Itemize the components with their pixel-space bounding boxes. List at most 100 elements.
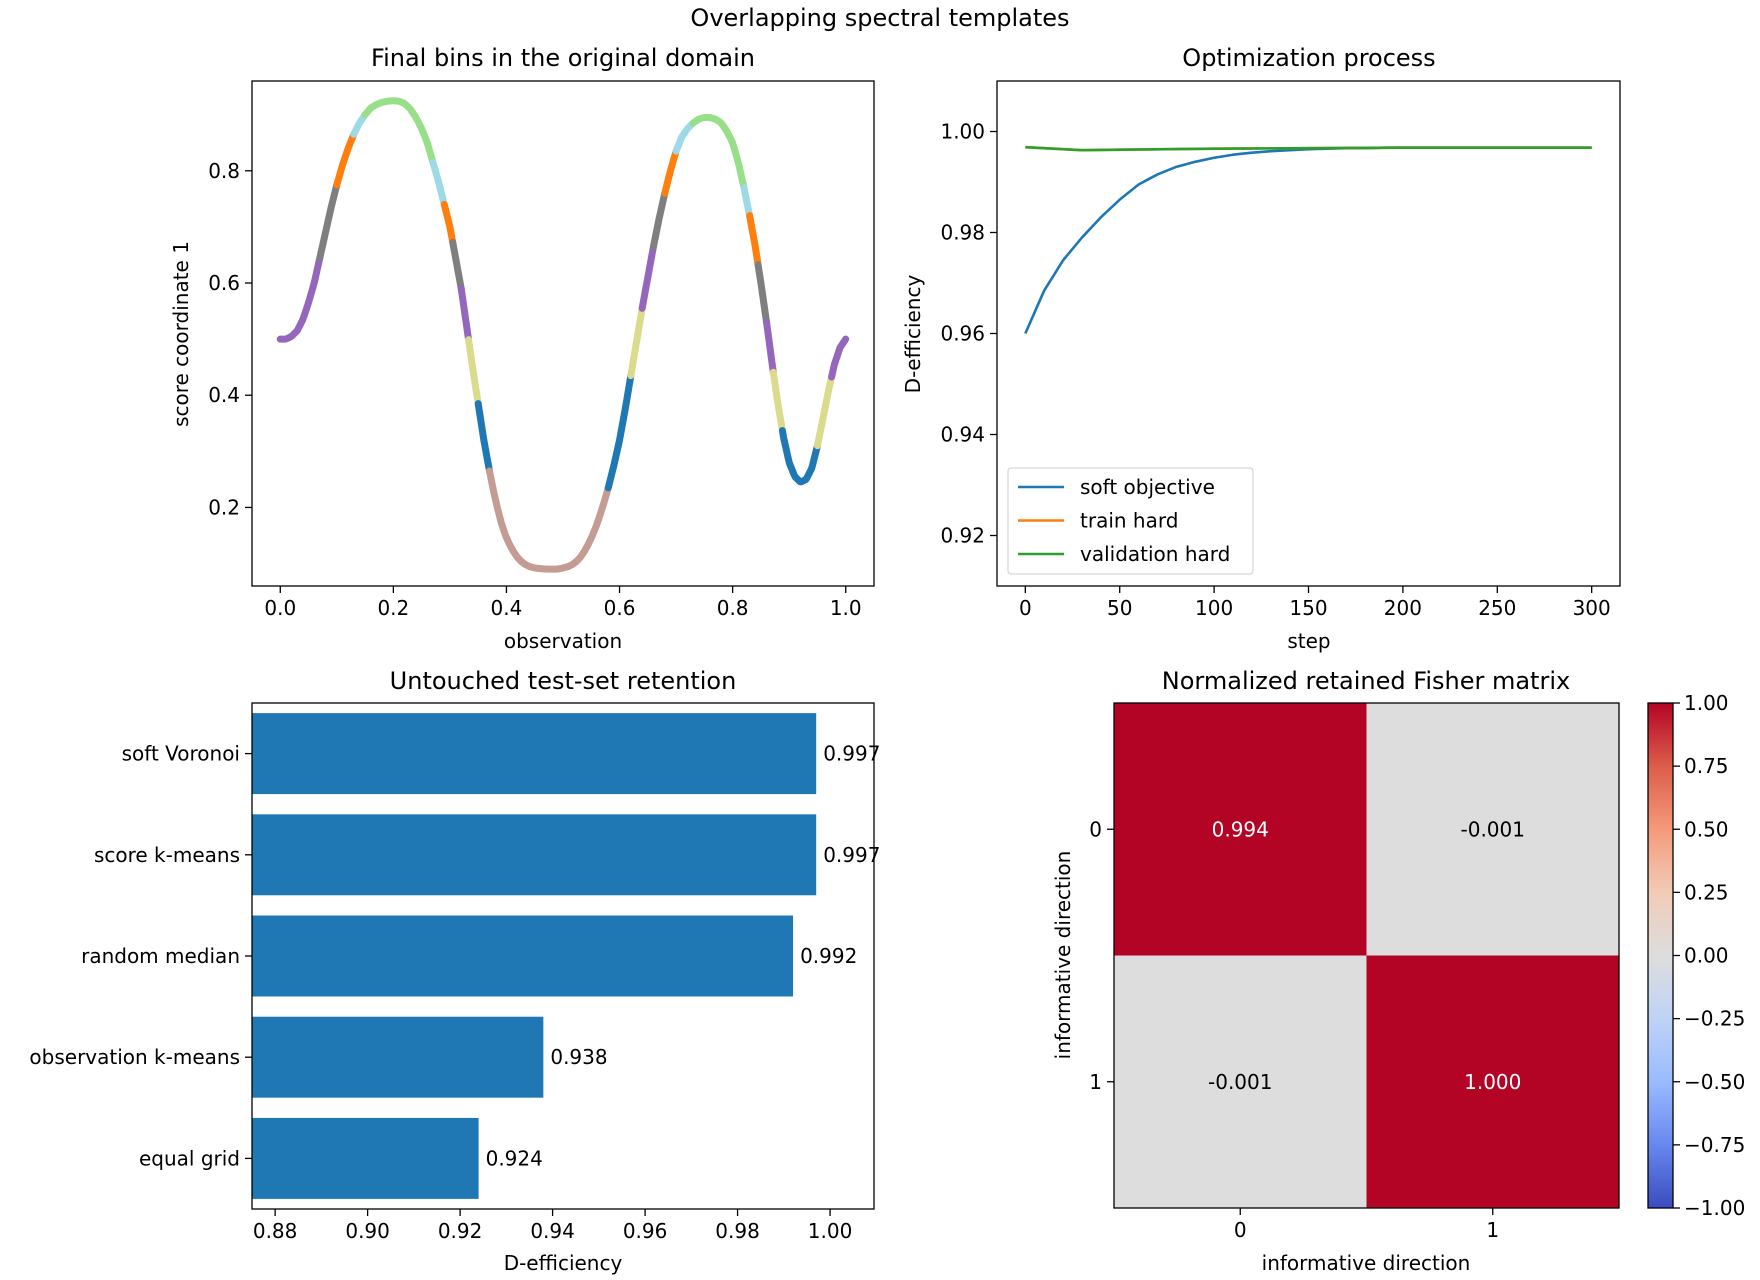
bin-segment [361, 97, 437, 166]
bin-segment [440, 200, 457, 246]
x-tick-label: 300 [1573, 596, 1611, 620]
bar-value-label: 0.997 [823, 843, 880, 867]
panel-title: Final bins in the original domain [371, 44, 755, 72]
cell-value-label: 0.994 [1212, 817, 1269, 841]
bin-segment [638, 243, 657, 312]
y-tick-label: 0.94 [940, 423, 985, 447]
y-tick-label: 1.00 [940, 120, 985, 144]
y-tick-label: 0.92 [940, 524, 985, 548]
x-axis-label: step [1287, 629, 1330, 653]
y-tick-label: 0 [1089, 817, 1102, 841]
bar-value-label: 0.924 [486, 1146, 543, 1170]
y-tick-label: 0.98 [940, 221, 985, 245]
bin-segment [316, 181, 341, 262]
bar [252, 1016, 544, 1098]
legend: soft objective train hard validation hard [1007, 467, 1254, 575]
series-lines [1024, 145, 1592, 335]
category-label: random median [81, 944, 240, 968]
bin-segment [828, 335, 850, 381]
x-tick-label: 1 [1486, 1218, 1499, 1242]
bin-segment [465, 336, 482, 408]
x-tick-label: 0.98 [715, 1219, 760, 1243]
bin-segment [449, 238, 465, 293]
panel-title: Normalized retained Fisher matrix [1162, 667, 1570, 695]
x-axis-ticks: 0.0 0.2 0.4 0.6 0.8 1.0 [264, 586, 862, 620]
y-tick-label: 1 [1089, 1070, 1102, 1094]
bin-segment [661, 147, 680, 197]
x-tick-label: 200 [1384, 596, 1422, 620]
y-tick-label: 0.6 [208, 271, 240, 295]
heatmap-cell [1114, 955, 1367, 1208]
cell-value-label: -0.001 [1461, 817, 1525, 841]
x-tick-label: 1.00 [808, 1219, 853, 1243]
x-tick-label: 0 [1019, 596, 1032, 620]
x-axis-label: D-efficiency [504, 1251, 623, 1275]
category-label: equal grid [139, 1146, 240, 1170]
cell-value-label: 1.000 [1464, 1070, 1521, 1094]
y-tick-label: 0.4 [208, 383, 240, 407]
bin-segment [778, 427, 821, 486]
category-label: observation k-means [29, 1045, 240, 1069]
x-axis-ticks: 0 50 100 150 200 250 300 [1019, 586, 1611, 620]
category-label: soft Voronoi [122, 742, 240, 766]
colorbar-tick-label: −0.25 [1684, 1007, 1745, 1031]
x-tick-label: 100 [1195, 596, 1233, 620]
bar [252, 915, 794, 997]
y-axis-label: score coordinate 1 [169, 241, 193, 427]
bar [252, 713, 817, 795]
legend-label: train hard [1080, 509, 1178, 533]
panel-fisher-matrix: Normalized retained Fisher matrix 0.994 -… [1051, 667, 1745, 1275]
heatmap-cell [1366, 955, 1619, 1208]
legend-label: validation hard [1080, 542, 1230, 566]
bin-segment [672, 119, 697, 155]
colorbar-tick-label: 0.50 [1684, 817, 1729, 841]
y-tick-label: 0.2 [208, 495, 240, 519]
figure-suptitle: Overlapping spectral templates [690, 4, 1069, 32]
series-line-validation-hard [1025, 145, 1592, 152]
x-tick-label: 0.90 [345, 1219, 390, 1243]
x-axis-ticks: 0.88 0.90 0.92 0.94 0.96 0.98 1.00 [253, 1209, 852, 1243]
x-axis-label: informative direction [1262, 1251, 1471, 1275]
heatmap-cells: 0.994 -0.001 -0.001 1.000 [1114, 703, 1619, 1208]
y-axis-label: D-efficiency [901, 275, 925, 394]
y-tick-label: 0.96 [940, 322, 985, 346]
bars: 0.997 0.997 0.992 0.938 0.924 [252, 713, 880, 1199]
bin-segment [474, 400, 493, 475]
x-tick-label: 50 [1107, 596, 1132, 620]
colorbar-tick-label: 0.00 [1684, 944, 1729, 968]
bar [252, 814, 817, 896]
x-tick-label: 0.4 [491, 596, 523, 620]
heatmap-cell [1114, 703, 1367, 956]
x-tick-label: 0.0 [264, 596, 296, 620]
x-tick-label: 0.8 [717, 596, 749, 620]
x-tick-label: 0 [1234, 1218, 1247, 1242]
y-axis-ticks: soft Voronoi score k-means random median ob… [29, 742, 252, 1170]
colorbar-tick-label: −0.75 [1684, 1133, 1745, 1157]
colorbar-ticks: 1.00 0.75 0.50 0.25 0.00 −0.25 −0.50 −0.75 −1.00 [1673, 691, 1745, 1220]
curve-segments [276, 97, 850, 573]
x-tick-label: 0.6 [604, 596, 636, 620]
bin-segment [276, 254, 324, 343]
bin-segment [769, 368, 786, 435]
colorbar-tick-label: −1.00 [1684, 1196, 1745, 1220]
x-tick-label: 0.96 [623, 1219, 668, 1243]
x-tick-label: 250 [1478, 596, 1516, 620]
y-tick-label: 0.8 [208, 159, 240, 183]
legend-entries: soft objective train hard validation hard [1018, 475, 1230, 566]
panel-title: Optimization process [1182, 44, 1435, 72]
x-tick-label: 1.0 [830, 596, 862, 620]
bin-segment [485, 467, 612, 573]
colorbar-tick-label: 0.25 [1684, 880, 1729, 904]
colorbar-tick-label: 1.00 [1684, 691, 1729, 715]
bin-segment [457, 285, 473, 344]
series-line-soft-objective [1024, 146, 1592, 335]
panel-final-bins: Final bins in the original domain 0.0 0.2… [169, 44, 875, 653]
bin-segment [740, 184, 754, 220]
bin-segment [754, 261, 771, 326]
bin-segment [763, 318, 777, 376]
axes-frame [251, 80, 875, 587]
legend-frame [1007, 467, 1254, 575]
bin-segment [429, 158, 448, 208]
bar-value-label: 0.938 [550, 1045, 607, 1069]
